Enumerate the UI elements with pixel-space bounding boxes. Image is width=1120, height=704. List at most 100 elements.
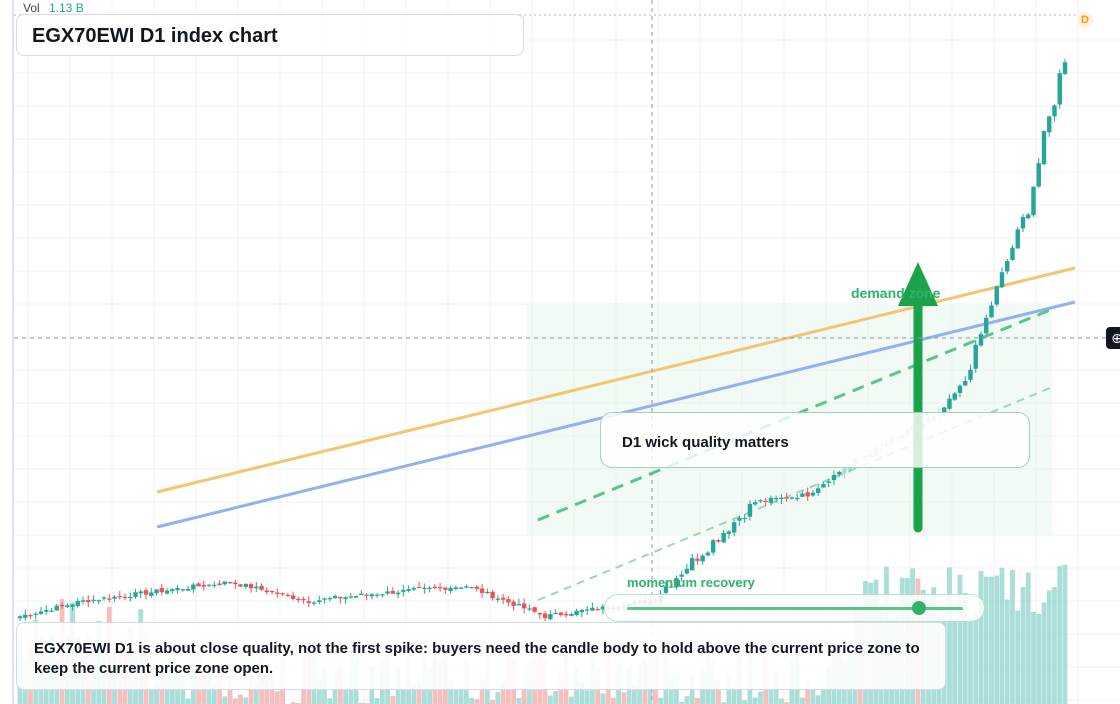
candle xyxy=(280,592,285,596)
candle xyxy=(584,605,590,615)
candle-body xyxy=(311,602,317,604)
candle xyxy=(999,267,1005,289)
crosshair-plus-icon[interactable]: ⊕ xyxy=(1106,327,1120,349)
candle xyxy=(527,604,532,612)
candle xyxy=(238,583,243,588)
candle-body xyxy=(191,584,196,590)
candle xyxy=(836,470,842,477)
volume-bar xyxy=(758,691,763,704)
candle xyxy=(369,593,375,600)
candle-body xyxy=(243,583,249,588)
candle-body xyxy=(75,601,80,607)
candle xyxy=(353,595,359,598)
candle xyxy=(595,606,600,611)
candle xyxy=(758,499,763,504)
candle-body xyxy=(994,286,999,305)
candle xyxy=(364,593,369,601)
candle-body xyxy=(485,591,490,594)
candle xyxy=(248,582,254,593)
dividend-badge[interactable]: D xyxy=(1077,12,1093,28)
candle xyxy=(537,612,543,619)
candle xyxy=(731,519,737,537)
candle xyxy=(668,583,674,588)
momentum-slider[interactable] xyxy=(604,594,985,622)
title-card: EGX70EWI D1 index chart xyxy=(16,14,524,56)
candle-body xyxy=(689,558,695,571)
volume-bar xyxy=(568,696,574,704)
momentum-slider-knob[interactable] xyxy=(912,601,927,615)
candle-body xyxy=(59,604,65,607)
candle-body xyxy=(999,272,1005,288)
candle xyxy=(406,585,411,593)
candle xyxy=(275,588,280,598)
volume-bar xyxy=(1046,590,1052,704)
candle xyxy=(763,498,768,507)
summary-card: EGX70EWI D1 is about close quality, not … xyxy=(16,622,946,690)
candle-body xyxy=(259,585,264,590)
candle-body xyxy=(521,603,527,609)
candle xyxy=(86,595,91,608)
candle xyxy=(737,515,742,526)
candle xyxy=(149,587,154,598)
candle xyxy=(815,483,821,497)
candle-body xyxy=(437,587,443,589)
candle xyxy=(143,587,149,600)
candle-body xyxy=(821,483,826,488)
candle xyxy=(490,590,495,601)
candle xyxy=(322,597,327,604)
candle xyxy=(469,586,474,589)
summary-text: EGX70EWI D1 is about close quality, not … xyxy=(34,640,920,677)
candle-body xyxy=(500,597,506,600)
candle xyxy=(75,598,80,608)
candle xyxy=(453,585,459,591)
volume-bar xyxy=(579,681,585,704)
candle xyxy=(1026,213,1031,220)
candle-body xyxy=(1062,62,1068,74)
candle xyxy=(984,314,989,335)
volume-bar xyxy=(716,680,721,704)
candle-body xyxy=(443,587,448,590)
candle xyxy=(17,615,23,622)
volume-bar xyxy=(490,699,496,704)
candle-body xyxy=(810,492,816,496)
candle-body xyxy=(506,599,511,603)
candle xyxy=(233,579,238,590)
candle xyxy=(23,609,28,621)
candle xyxy=(805,487,810,501)
volume-bar xyxy=(726,676,732,704)
candle xyxy=(290,591,296,601)
volume-bar xyxy=(411,684,417,704)
candle xyxy=(401,584,406,597)
candle xyxy=(117,590,122,600)
candle-body xyxy=(149,592,154,596)
candle-body xyxy=(590,607,595,611)
volume-bar xyxy=(784,702,790,704)
channel-upper-dashed[interactable] xyxy=(537,308,1051,522)
candle-body xyxy=(1041,130,1047,165)
candle-body xyxy=(338,596,343,599)
candle xyxy=(138,589,143,599)
candle-body xyxy=(264,590,270,593)
candle xyxy=(516,598,522,606)
candle xyxy=(563,610,569,619)
candle xyxy=(752,499,758,506)
candle-body xyxy=(91,599,96,601)
candle xyxy=(411,586,417,591)
candle-body xyxy=(1052,105,1057,117)
candle-body xyxy=(175,588,180,591)
candle xyxy=(107,593,112,603)
candle xyxy=(810,490,816,497)
candle-body xyxy=(422,587,427,589)
candle xyxy=(1020,213,1026,233)
candle-body xyxy=(553,612,558,615)
candle-body xyxy=(842,468,847,474)
note-card[interactable]: D1 wick quality matters xyxy=(600,412,1030,468)
volume-bar xyxy=(448,680,454,704)
volume-bar xyxy=(243,697,249,704)
volume-bar xyxy=(1025,572,1031,704)
candle-body xyxy=(600,606,606,610)
candle-body xyxy=(70,604,75,607)
candle xyxy=(317,595,322,605)
candle xyxy=(705,551,711,556)
candle xyxy=(600,604,606,615)
